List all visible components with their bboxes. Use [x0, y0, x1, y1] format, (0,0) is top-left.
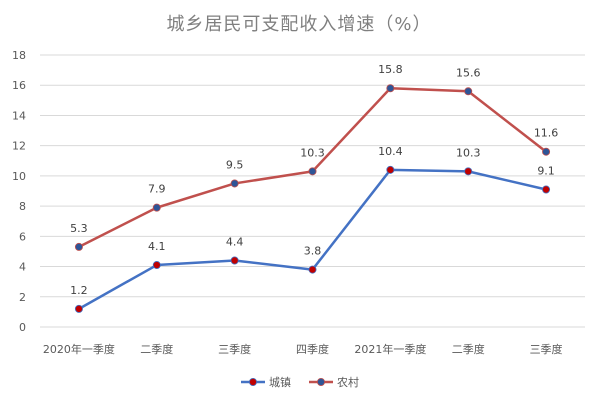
data-point [74, 304, 83, 313]
chart-title: 城乡居民可支配收入增速（%） [166, 14, 431, 35]
data-label: 15.8 [378, 63, 403, 76]
data-label: 3.8 [304, 245, 322, 258]
data-label: 1.2 [70, 284, 88, 297]
data-point [308, 265, 317, 274]
data-point [74, 242, 83, 251]
data-label: 15.6 [456, 66, 481, 79]
data-point [230, 179, 239, 188]
x-tick-label: 四季度 [296, 342, 329, 356]
data-label: 9.1 [537, 164, 555, 177]
data-label: 4.1 [148, 240, 166, 253]
y-axis-ticks: 0 2 4 6 8 10 12 14 16 18 [12, 49, 26, 334]
y-tick-label: 10 [12, 170, 26, 183]
x-tick-label: 2020年一季度 [43, 342, 115, 356]
data-label: 10.4 [378, 145, 403, 158]
gridlines [40, 54, 585, 328]
series-layer [74, 84, 551, 313]
legend-marker [248, 377, 257, 386]
data-point [152, 203, 161, 212]
x-axis-ticks: 2020年一季度 二季度 三季度 四季度 2021年一季度 二季度 三季度 [43, 342, 563, 356]
data-point [542, 185, 551, 194]
data-point [386, 165, 395, 174]
y-tick-label: 6 [19, 230, 26, 243]
data-label: 4.4 [226, 236, 244, 249]
data-label: 9.5 [226, 158, 244, 171]
data-point [464, 167, 473, 176]
data-point [308, 167, 317, 176]
y-tick-label: 4 [19, 261, 26, 274]
legend-marker [316, 377, 325, 386]
data-point [230, 256, 239, 265]
x-tick-label: 二季度 [452, 342, 485, 356]
x-tick-label: 2021年一季度 [354, 342, 426, 356]
data-label: 10.3 [300, 146, 325, 159]
data-point [542, 147, 551, 156]
y-tick-label: 14 [12, 109, 26, 122]
data-point [386, 84, 395, 93]
x-tick-label: 三季度 [530, 342, 563, 356]
data-label: 10.3 [456, 146, 481, 159]
y-tick-label: 16 [12, 79, 26, 92]
x-tick-label: 三季度 [218, 342, 251, 356]
legend-label: 城镇 [269, 375, 291, 389]
data-label: 5.3 [70, 222, 88, 235]
data-label: 11.6 [534, 127, 559, 140]
data-point [464, 87, 473, 96]
x-tick-label: 二季度 [140, 342, 173, 356]
y-tick-label: 18 [12, 49, 26, 62]
data-label: 7.9 [148, 183, 166, 196]
data-labels: 1.2 4.1 4.4 3.8 10.4 10.3 9.1 5.3 7.9 9.5 10.3 15.8… [70, 63, 558, 297]
y-tick-label: 2 [19, 291, 26, 304]
y-tick-label: 12 [12, 140, 26, 153]
data-point [152, 261, 161, 270]
y-tick-label: 0 [19, 321, 26, 334]
y-tick-label: 8 [19, 200, 26, 213]
legend-label: 农村 [337, 375, 359, 389]
legend: 城镇 农村 [241, 375, 359, 389]
